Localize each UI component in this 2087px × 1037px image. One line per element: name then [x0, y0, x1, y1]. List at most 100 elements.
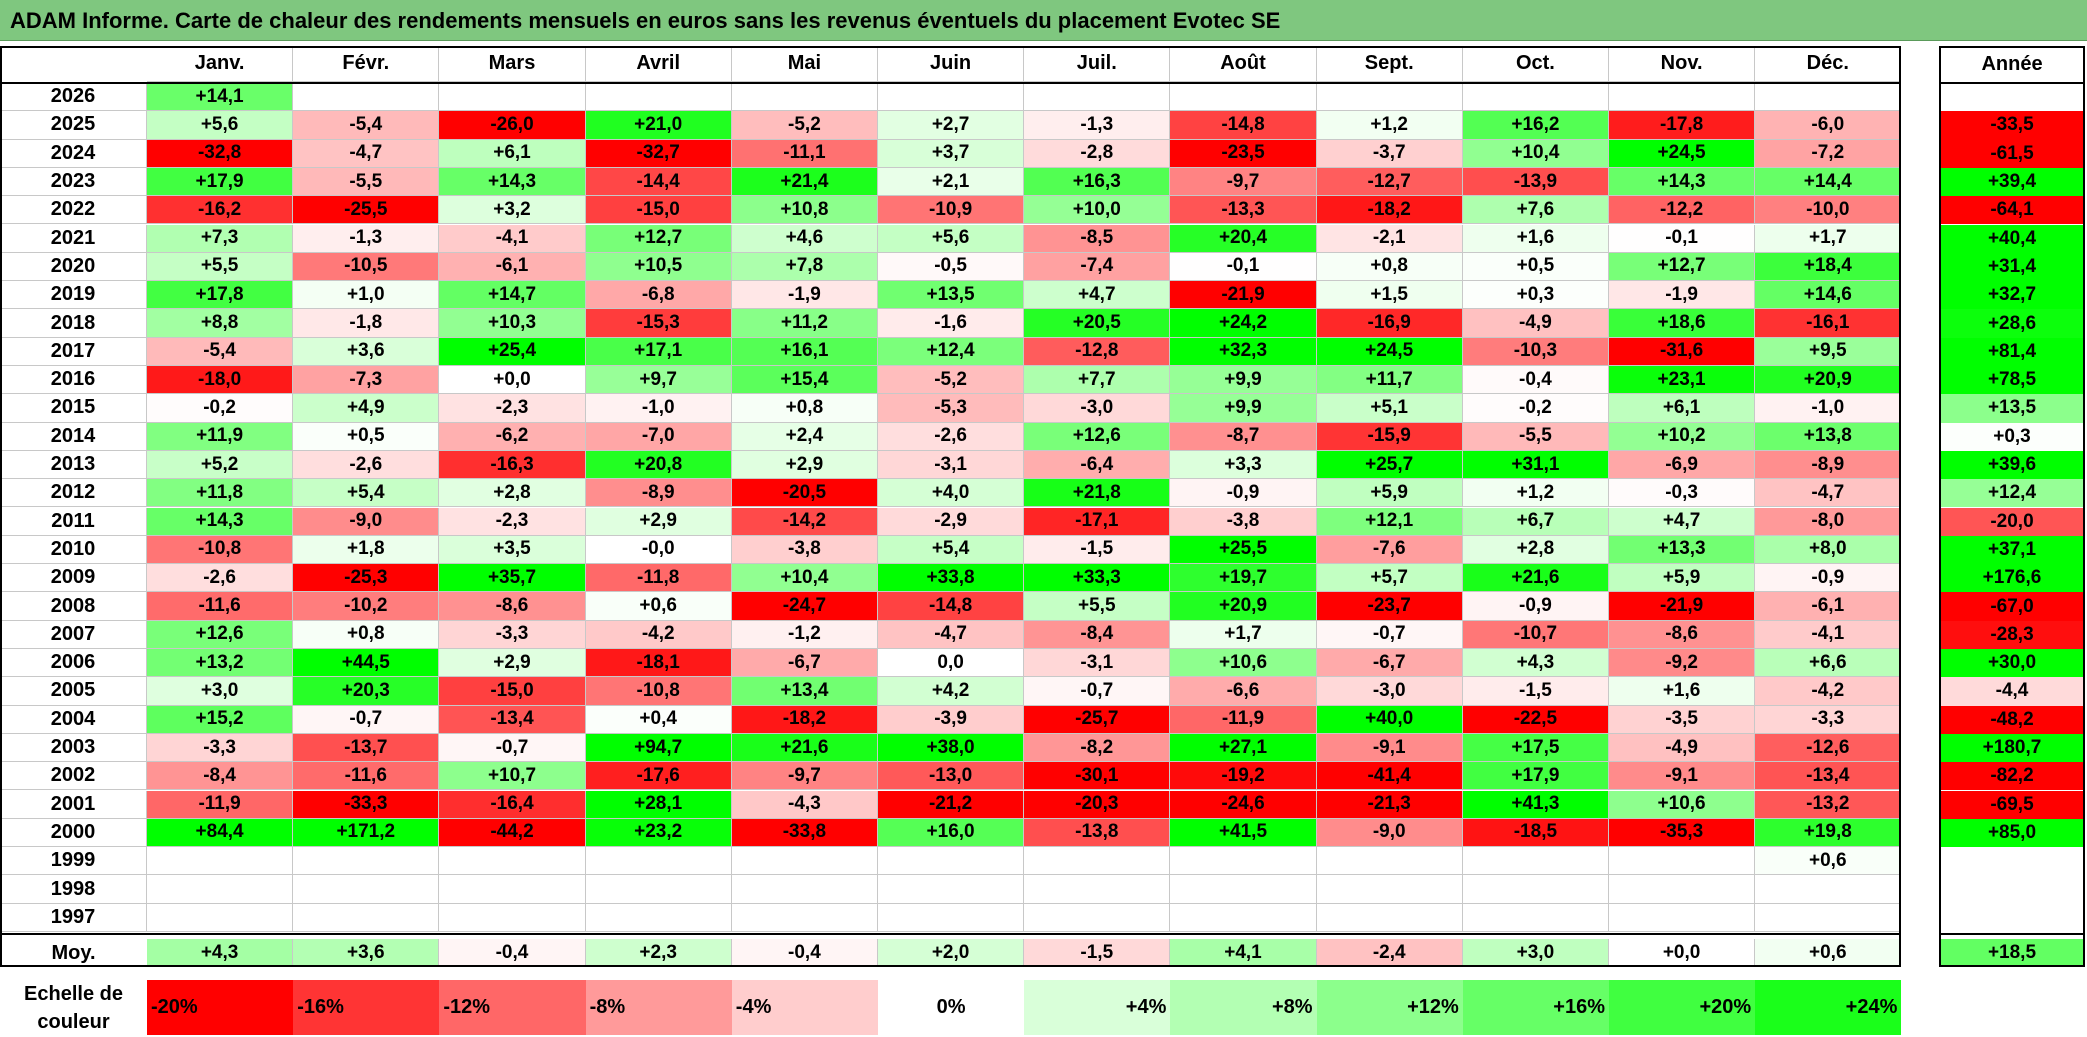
heatmap-cell: -21,9 — [1170, 281, 1317, 310]
heatmap-cell: -3,8 — [731, 535, 878, 565]
heatmap-cell: +41,3 — [1462, 790, 1609, 819]
heatmap-cell: -15,9 — [1316, 422, 1463, 451]
heatmap-cell: -9,1 — [1609, 762, 1756, 791]
heatmap-cell: -1,5 — [1462, 677, 1609, 706]
heatmap-cell: -18,2 — [1316, 196, 1463, 225]
annual-cell: +30,0 — [1939, 649, 2085, 678]
heatmap-cell: +7,6 — [1462, 196, 1609, 225]
heatmap-cell: -8,6 — [1609, 620, 1756, 649]
heatmap-cell: -16,4 — [439, 790, 586, 819]
heatmap-cell: +1,2 — [1462, 479, 1609, 508]
heatmap-cell: -11,9 — [147, 790, 294, 819]
heatmap-cell: +7,8 — [731, 252, 878, 282]
heatmap-cell: -10,8 — [147, 535, 294, 565]
heatmap-cell: -3,7 — [1316, 139, 1463, 168]
year-label: 2020 — [0, 252, 147, 282]
color-scale-swatch: -4% — [731, 980, 878, 1035]
annual-cell: +39,4 — [1939, 167, 2085, 197]
color-scale-swatch: 0% — [878, 980, 1025, 1035]
heatmap-cell: -0,1 — [1609, 224, 1756, 253]
heatmap-cell — [1024, 83, 1171, 112]
heatmap-cell: -8,2 — [1024, 733, 1171, 763]
annual-cell: +176,6 — [1939, 564, 2085, 593]
heatmap-cell: -4,2 — [585, 620, 732, 649]
heatmap-cell: -3,0 — [1024, 394, 1171, 423]
heatmap-cell: -5,2 — [878, 366, 1025, 395]
heatmap-cell: +16,0 — [878, 818, 1025, 848]
month-header: Févr. — [293, 46, 440, 82]
heatmap-cell: +11,8 — [147, 479, 294, 508]
heatmap-cell: -20,5 — [731, 479, 878, 508]
heatmap-cell: +3,7 — [878, 139, 1025, 168]
heatmap-cell: +2,9 — [439, 649, 586, 678]
average-cell: +2,3 — [585, 939, 732, 967]
year-label: 2016 — [0, 366, 147, 395]
heatmap-cell: +8,0 — [1755, 535, 1902, 565]
heatmap-cell: -8,9 — [585, 479, 732, 508]
heatmap-cell: -26,0 — [439, 111, 586, 140]
annual-cell: +32,7 — [1939, 281, 2085, 310]
heatmap-cell — [1609, 875, 1756, 904]
color-scale-swatch: -16% — [293, 980, 440, 1035]
heatmap-cell: -14,8 — [878, 592, 1025, 621]
heatmap-cell: -2,8 — [1024, 139, 1171, 168]
heatmap-cell: -6,4 — [1024, 450, 1171, 480]
month-header: Sept. — [1316, 46, 1463, 82]
color-scale-swatch: +24% — [1755, 980, 1902, 1035]
heatmap-cell: +40,0 — [1316, 705, 1463, 734]
heatmap-cell: +2,8 — [1462, 535, 1609, 565]
heatmap-cell: -15,3 — [585, 309, 732, 338]
annual-cell: +78,5 — [1939, 366, 2085, 395]
heatmap-cell: +1,6 — [1609, 677, 1756, 706]
heatmap-cell: +28,1 — [585, 790, 732, 819]
annual-cell: +39,6 — [1939, 450, 2085, 480]
heatmap-cell: -14,4 — [585, 167, 732, 197]
heatmap-cell: -15,0 — [585, 196, 732, 225]
heatmap-cell: -6,7 — [1316, 649, 1463, 678]
heatmap-cell: +0,3 — [1462, 281, 1609, 310]
heatmap-cell: -1,9 — [1609, 281, 1756, 310]
heatmap-cell — [1024, 847, 1171, 876]
heatmap-cell: -8,9 — [1755, 450, 1902, 480]
heatmap-cell: +14,3 — [1609, 167, 1756, 197]
heatmap-cell: +17,1 — [585, 337, 732, 366]
heatmap-cell: -1,0 — [585, 394, 732, 423]
heatmap-cell — [585, 847, 732, 876]
heatmap-cell: +33,8 — [878, 564, 1025, 593]
heatmap-cell: -2,3 — [439, 394, 586, 423]
annual-cell: +12,4 — [1939, 479, 2085, 508]
heatmap-cell: +6,6 — [1755, 649, 1902, 678]
year-column-header: Année — [1939, 46, 2085, 82]
heatmap-cell: -8,6 — [439, 592, 586, 621]
heatmap-cell: -16,3 — [439, 450, 586, 480]
heatmap-cell: +10,4 — [1462, 139, 1609, 168]
heatmap-cell: -10,8 — [585, 677, 732, 706]
annual-cell — [1939, 875, 2085, 904]
average-cell: +0,6 — [1755, 939, 1902, 967]
heatmap-cell: -14,8 — [1170, 111, 1317, 140]
heatmap-cell: -13,0 — [878, 762, 1025, 791]
heatmap-cell — [1609, 83, 1756, 112]
heatmap-cell: -31,6 — [1609, 337, 1756, 366]
heatmap-cell: -0,9 — [1755, 564, 1902, 593]
heatmap-cell: -6,7 — [731, 649, 878, 678]
heatmap-cell: +9,9 — [1170, 366, 1317, 395]
heatmap-cell: -25,3 — [293, 564, 440, 593]
heatmap-cell: +16,2 — [1462, 111, 1609, 140]
year-label: 2009 — [0, 564, 147, 593]
heatmap-cell: +13,5 — [878, 281, 1025, 310]
heatmap-cell: -13,3 — [1170, 196, 1317, 225]
heatmap-cell: +10,5 — [585, 252, 732, 282]
heatmap-cell: -2,6 — [878, 422, 1025, 451]
heatmap-cell: -18,5 — [1462, 818, 1609, 848]
heatmap-cell: -0,9 — [1170, 479, 1317, 508]
heatmap-cell: -9,7 — [731, 762, 878, 791]
heatmap-cell: +41,5 — [1170, 818, 1317, 848]
heatmap-cell: +2,9 — [731, 450, 878, 480]
average-cell: +0,0 — [1609, 939, 1756, 967]
year-label: 2022 — [0, 196, 147, 225]
heatmap-cell: +19,7 — [1170, 564, 1317, 593]
average-annual-cell: +18,5 — [1939, 939, 2085, 967]
heatmap-cell: -12,8 — [1024, 337, 1171, 366]
heatmap-cell: +44,5 — [293, 649, 440, 678]
